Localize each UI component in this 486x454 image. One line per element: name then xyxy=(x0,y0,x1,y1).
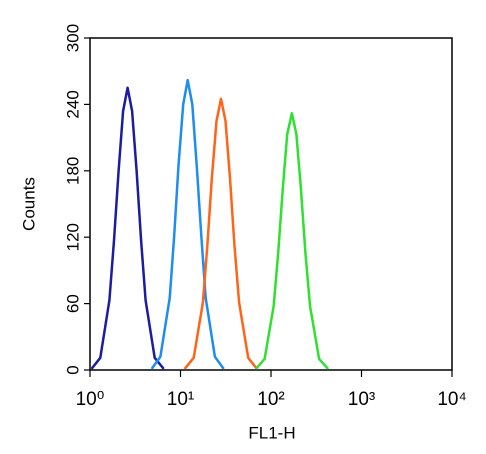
y-tick-label: 180 xyxy=(63,157,82,185)
y-tick-label: 120 xyxy=(63,223,82,251)
y-tick-label: 300 xyxy=(63,24,82,52)
x-tick-label: 10⁴ xyxy=(437,389,466,410)
series-line xyxy=(254,112,330,370)
x-tick-label: 10⁰ xyxy=(76,389,105,410)
y-tick-label: 240 xyxy=(63,90,82,118)
x-tick-label: 10¹ xyxy=(167,389,194,410)
series-line xyxy=(150,78,225,370)
x-tick-label: 10³ xyxy=(348,389,375,410)
series-line xyxy=(90,86,165,370)
y-tick-label: 0 xyxy=(63,365,82,374)
x-tick-label: 10² xyxy=(257,389,284,410)
y-axis-label: Counts xyxy=(19,177,38,231)
y-tick-label: 60 xyxy=(63,294,82,313)
series-line xyxy=(183,97,258,370)
x-axis-label: FL1-H xyxy=(248,423,295,442)
